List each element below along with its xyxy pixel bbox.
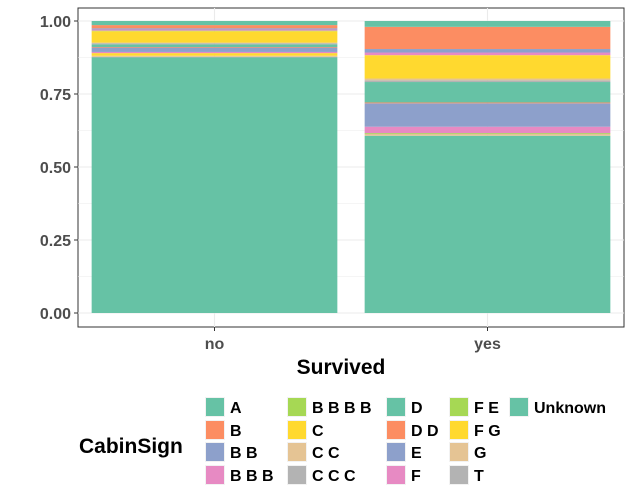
legend-swatch — [450, 398, 468, 416]
legend-label: A — [230, 400, 242, 417]
legend-item: G — [449, 442, 486, 462]
legend-label: F G — [474, 423, 501, 440]
x-tick-label: yes — [474, 336, 501, 353]
bar-segment — [364, 26, 611, 50]
legend: CabinSign AB B B B B B B B B B C C C C C C D D D… — [79, 397, 606, 485]
bar-segment — [364, 135, 611, 313]
legend-item: T — [449, 465, 484, 485]
bar-segment — [364, 80, 611, 83]
bar-segment — [364, 55, 611, 79]
legend-swatch — [206, 398, 224, 416]
bar-segment — [91, 28, 338, 30]
bar-segment — [91, 29, 338, 31]
bar-segment — [91, 47, 338, 52]
legend-swatch — [450, 466, 468, 484]
x-tick-label: no — [205, 336, 225, 353]
legend-swatch — [288, 466, 306, 484]
legend-swatch — [450, 443, 468, 461]
legend-label: B B — [230, 445, 258, 462]
legend-item: F E — [449, 397, 499, 417]
legend-item: B B B — [205, 465, 274, 485]
legend-label: T — [474, 468, 484, 485]
legend-label: C C — [312, 445, 340, 462]
legend-swatch — [387, 443, 405, 461]
legend-item: A — [205, 397, 242, 417]
bar-segment — [364, 126, 611, 134]
bar-segment — [91, 57, 338, 313]
bar-segment — [364, 134, 611, 136]
bar-segment — [91, 44, 338, 47]
bar-segment — [91, 51, 338, 54]
legend-item: D D — [386, 420, 439, 440]
y-tick-label: 0.00 — [40, 306, 71, 323]
legend-items: AB B B B B B B B B B C C C C C C D D D EF F E F G GT… — [205, 397, 606, 485]
legend-item: F G — [449, 420, 501, 440]
legend-swatch — [510, 398, 528, 416]
legend-swatch — [206, 421, 224, 439]
legend-item: Unknown — [509, 397, 606, 417]
x-axis-title: Survived — [297, 356, 386, 379]
legend-swatch — [387, 421, 405, 439]
bar-segment — [364, 21, 611, 27]
bar-segment — [364, 82, 611, 103]
bar-segment — [91, 42, 338, 44]
legend-label: G — [474, 445, 486, 462]
bar-segment — [91, 56, 338, 58]
x-axis: no yes — [205, 327, 501, 353]
legend-item: B — [205, 420, 242, 440]
legend-swatch — [387, 398, 405, 416]
bar-segment — [364, 102, 611, 104]
legend-label: B B B B — [312, 400, 372, 417]
legend-item: C — [287, 420, 324, 440]
bar-segment — [364, 52, 611, 56]
legend-label: D — [411, 400, 423, 417]
legend-swatch — [206, 466, 224, 484]
bar-segment — [364, 78, 611, 81]
bar-segment — [91, 25, 338, 29]
bar-segment — [91, 55, 338, 57]
legend-item: C C — [287, 442, 340, 462]
legend-label: F E — [474, 400, 499, 417]
legend-label: C C C — [312, 468, 356, 485]
legend-item: D — [386, 397, 423, 417]
bar-segment — [91, 30, 338, 32]
y-tick-label: 0.50 — [40, 160, 71, 177]
legend-label: Unknown — [534, 400, 606, 417]
legend-item: B B B B — [287, 397, 372, 417]
legend-label: B — [230, 423, 242, 440]
legend-label: D D — [411, 423, 439, 440]
legend-swatch — [288, 443, 306, 461]
legend-title: CabinSign — [79, 435, 183, 458]
legend-item: C C C — [287, 465, 356, 485]
bar-segment — [91, 46, 338, 48]
legend-swatch — [288, 398, 306, 416]
y-tick-label: 1.00 — [40, 14, 71, 31]
y-tick-label: 0.75 — [40, 87, 71, 104]
legend-label: C — [312, 423, 324, 440]
legend-item: B B — [205, 442, 258, 462]
legend-label: B B B — [230, 468, 274, 485]
legend-swatch — [387, 466, 405, 484]
legend-item: E — [386, 442, 422, 462]
bar-segment — [364, 103, 611, 127]
y-tick-label: 0.25 — [40, 233, 71, 250]
bar-segment — [364, 49, 611, 53]
legend-swatch — [206, 443, 224, 461]
y-axis: 0.00 0.25 0.50 0.75 1.00 — [40, 14, 78, 323]
bar-segment — [91, 43, 338, 45]
legend-label: E — [411, 445, 422, 462]
legend-swatch — [450, 421, 468, 439]
bar-segment — [91, 21, 338, 26]
bar-segment — [91, 53, 338, 56]
legend-item: F — [386, 465, 421, 485]
bars — [91, 21, 611, 313]
bar-segment — [364, 133, 611, 135]
legend-swatch — [288, 421, 306, 439]
bar-segment — [91, 31, 338, 43]
legend-label: F — [411, 468, 421, 485]
